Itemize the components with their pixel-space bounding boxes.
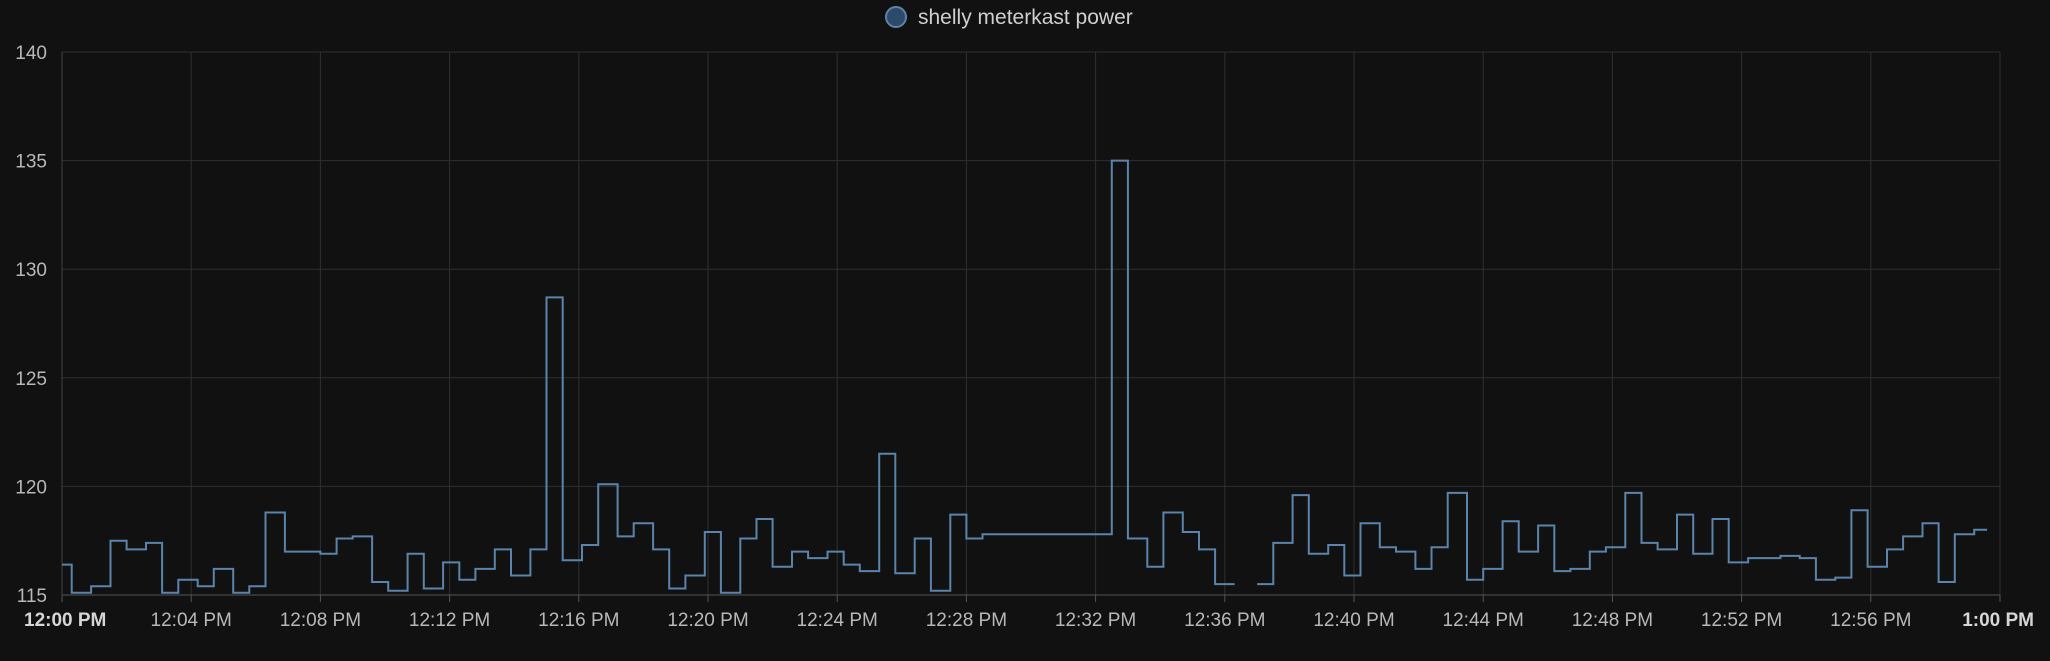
x-tick-label: 12:56 PM [1830, 610, 1911, 631]
y-tick-label: 120 [15, 477, 47, 498]
y-tick-label: 115 [17, 586, 47, 607]
x-tick-label: 12:28 PM [926, 610, 1007, 631]
x-tick-label: 12:08 PM [280, 610, 361, 631]
x-tick-label: 12:04 PM [151, 610, 232, 631]
y-tick-label: 125 [15, 369, 47, 390]
x-tick-label: 12:20 PM [667, 610, 748, 631]
x-tick-label: 12:48 PM [1572, 610, 1653, 631]
x-tick-label: 12:24 PM [797, 610, 878, 631]
x-axis-ticks: 12:00 PM 12:04 PM 12:08 PM 12:12 PM 12:16 PM… [24, 610, 2034, 631]
x-tick-label: 12:32 PM [1055, 610, 1136, 631]
legend[interactable]: shelly meterkast power [885, 6, 1133, 29]
x-tick-label: 12:00 PM [24, 610, 106, 631]
x-tick-label: 1:00 PM [1962, 610, 2034, 631]
x-tick-label: 12:12 PM [409, 610, 490, 631]
legend-marker-icon[interactable] [885, 6, 907, 28]
y-tick-label: 130 [15, 260, 47, 281]
y-tick-label: 140 [15, 43, 47, 64]
grid [61, 51, 2001, 602]
x-tick-label: 12:44 PM [1443, 610, 1524, 631]
legend-label[interactable]: shelly meterkast power [918, 6, 1133, 29]
x-tick-label: 12:16 PM [538, 610, 619, 631]
y-tick-label: 135 [15, 152, 47, 173]
series-layer [62, 159, 1988, 594]
series-line-segment [62, 159, 1235, 594]
x-tick-label: 12:52 PM [1701, 610, 1782, 631]
x-tick-label: 12:40 PM [1313, 610, 1394, 631]
x-tick-label: 12:36 PM [1184, 610, 1265, 631]
series-line-segment [1257, 491, 1988, 586]
y-axis-ticks: 115 120 125 130 135 140 [15, 43, 47, 607]
